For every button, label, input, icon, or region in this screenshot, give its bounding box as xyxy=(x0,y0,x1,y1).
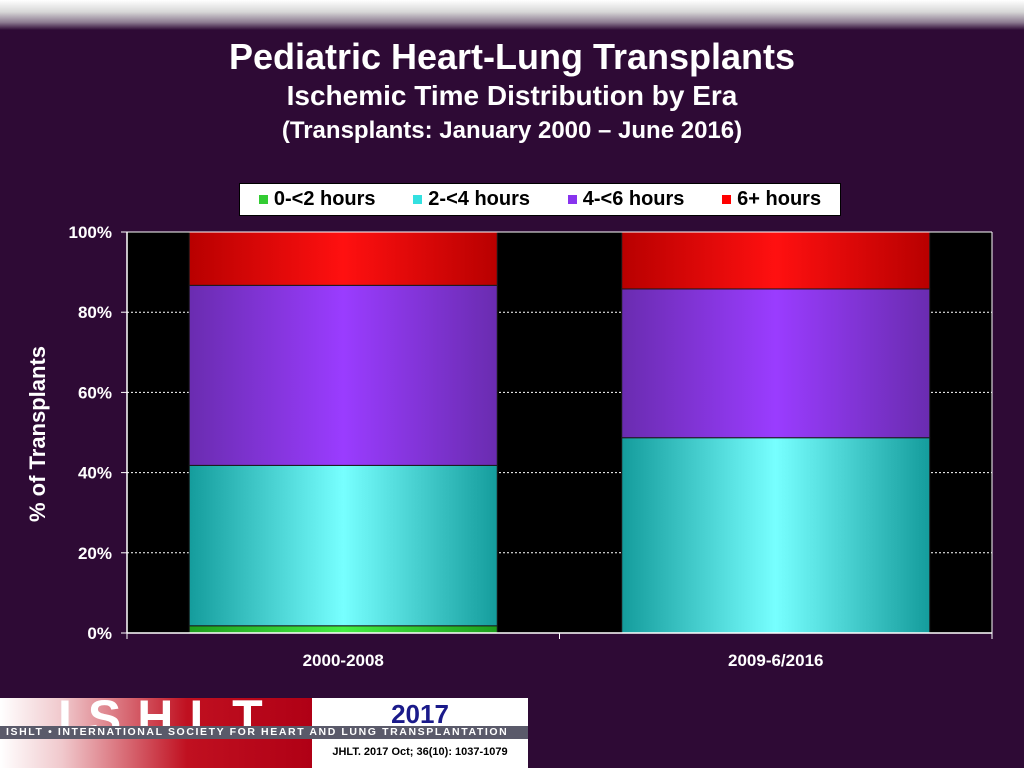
stacked-bar-chart: 0% 20% 40% 60% 80% 100% 2000-2008 2009-6/2016 xyxy=(69,223,993,670)
legend-label: 4-<6 hours xyxy=(582,188,685,210)
legend-item: 0-<2 hours xyxy=(258,188,376,211)
legend-item: 6+ hours xyxy=(722,188,821,211)
y-tick-label: 60% xyxy=(78,383,112,402)
x-tick-label: 2000-2008 xyxy=(303,651,384,670)
bar-segment xyxy=(621,231,931,290)
legend-swatch xyxy=(413,195,423,204)
top-gradient-bar xyxy=(0,0,1024,30)
footer-year: 2017 xyxy=(391,699,449,729)
legend-item: 2-<4 hours xyxy=(413,188,530,211)
y-tick-label: 0% xyxy=(87,624,112,643)
chart-subtitle: Ischemic Time Distribution by Era xyxy=(286,80,738,111)
y-tick-label: 40% xyxy=(78,464,112,483)
chart-date-range: (Transplants: January 2000 – June 2016) xyxy=(281,117,743,144)
legend-swatch xyxy=(567,195,577,204)
y-tick-label: 20% xyxy=(78,544,112,563)
y-tick-label: 80% xyxy=(78,303,112,322)
title-block: Pediatric Heart-Lung Transplants Ischemi… xyxy=(0,36,1024,148)
bar-segment xyxy=(188,464,498,627)
legend-swatch xyxy=(258,195,268,204)
footer-org-name: ISHLT • INTERNATIONAL SOCIETY FOR HEART … xyxy=(0,726,528,739)
bar-segment xyxy=(188,284,498,466)
x-tick-label: 2009-6/2016 xyxy=(728,651,823,670)
legend-label: 0-<2 hours xyxy=(273,188,376,210)
legend-swatch xyxy=(722,195,732,204)
footer-citation: JHLT. 2017 Oct; 36(10): 1037-1079 xyxy=(332,746,508,758)
legend-label: 6+ hours xyxy=(737,188,822,210)
chart-legend: 0-<2 hours 2-<4 hours 4-<6 hours 6+ hours xyxy=(239,183,841,216)
bar-segment xyxy=(621,288,931,439)
bar-segment xyxy=(621,437,931,634)
bar-segment xyxy=(188,625,498,634)
legend-item: 4-<6 hours xyxy=(567,188,685,211)
y-tick-label: 100% xyxy=(69,223,112,242)
legend-label: 2-<4 hours xyxy=(428,188,530,210)
bar-segment xyxy=(188,231,498,286)
chart-title: Pediatric Heart-Lung Transplants xyxy=(228,36,796,77)
